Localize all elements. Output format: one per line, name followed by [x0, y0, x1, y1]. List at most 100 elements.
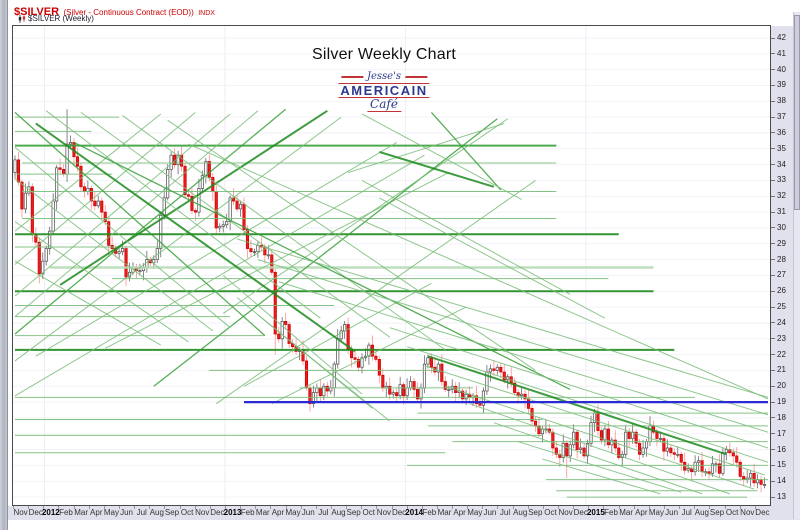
date-tick-label: Oct: [362, 508, 376, 517]
date-tick-label: Jul: [681, 508, 692, 517]
date-tick-label: Apr: [271, 508, 285, 517]
date-tick-mark: [648, 506, 650, 509]
logo-script-top-text: Jesse's: [366, 71, 401, 82]
date-tick-label: Apr: [635, 508, 648, 517]
price-tick-label: 41: [777, 48, 786, 58]
price-tick-mark: [771, 69, 775, 71]
price-tick-mark: [771, 354, 775, 356]
price-tick-label: 20: [777, 381, 786, 391]
price-tick-label: 38: [777, 96, 786, 106]
date-tick-label: Mar: [437, 508, 452, 517]
date-tick-mark: [618, 506, 620, 509]
price-tick-mark: [771, 37, 775, 39]
price-plot-canvas: [13, 26, 770, 505]
price-tick-label: 23: [777, 333, 786, 343]
price-tick-label: 35: [777, 143, 786, 153]
price-tick-label: 30: [777, 222, 786, 232]
date-tick-label: Dec: [755, 508, 770, 517]
price-tick-mark: [771, 496, 775, 498]
date-tick-mark: [224, 506, 226, 509]
date-tick-label: Jun: [665, 508, 679, 517]
chart-legend: $SILVER (Weekly): [18, 14, 94, 23]
ticker-description: (Silver - Continuous Contract (EOD)): [63, 8, 194, 17]
date-axis: Nov Dec 2012 Feb Mar Apr May Jun Jul Aug Sep Oct Nov…: [8, 506, 800, 520]
price-tick-mark: [771, 464, 775, 466]
price-tick-label: 33: [777, 175, 786, 185]
date-tick-mark: [754, 506, 756, 509]
date-tick-label: Dec: [391, 508, 407, 517]
date-tick-mark: [88, 506, 90, 509]
date-tick-label: Nov: [376, 508, 392, 517]
price-tick-mark: [771, 433, 775, 435]
date-tick-mark: [573, 506, 575, 509]
date-tick-label: Feb: [604, 508, 618, 517]
date-tick-label: Aug: [149, 508, 164, 517]
price-tick-label: 28: [777, 254, 786, 264]
price-tick-mark: [771, 290, 775, 292]
date-tick-mark: [118, 506, 120, 509]
price-tick-mark: [771, 243, 775, 245]
date-tick-mark: [709, 506, 711, 509]
logo-script-top: Jesse's: [338, 71, 429, 83]
date-tick-mark: [209, 506, 211, 509]
price-axis: 42 41 40 39 38 37 36 35 34 33 32 31 30 29 28 27 26 25 24 23…: [771, 26, 793, 506]
price-tick-label: 13: [777, 492, 786, 502]
date-tick-label: May: [103, 508, 119, 517]
price-tick-mark: [771, 53, 775, 55]
price-tick-label: 42: [777, 33, 786, 42]
date-tick-mark: [512, 506, 514, 509]
date-tick-mark: [391, 506, 393, 509]
date-tick-mark: [43, 506, 45, 509]
price-tick-label: 22: [777, 349, 786, 359]
date-tick-mark: [664, 506, 666, 509]
date-tick-mark: [194, 506, 196, 509]
logo: Jesse's AMERICAIN Café: [338, 71, 430, 112]
date-tick-label: Feb: [240, 508, 255, 517]
price-tick-label: 14: [777, 476, 786, 486]
date-tick-label: Sep: [528, 508, 543, 517]
date-tick-label: Sep: [346, 508, 361, 517]
logo-script-bottom-text: Café: [370, 97, 398, 112]
date-tick-mark: [497, 506, 499, 509]
date-tick-mark: [739, 506, 741, 509]
ticker-header: $SILVER (Silver - Continuous Contract (E…: [14, 2, 215, 20]
price-tick-label: 26: [777, 286, 786, 296]
date-tick-label: Mar: [255, 508, 270, 517]
date-tick-mark: [179, 506, 181, 509]
scrollbar-thumb[interactable]: [794, 15, 800, 210]
price-tick-label: 19: [777, 397, 786, 407]
date-tick-label: Aug: [694, 508, 709, 517]
date-tick-mark: [558, 506, 560, 509]
price-tick-mark: [771, 274, 775, 276]
price-tick-mark: [771, 164, 775, 166]
price-tick-mark: [771, 148, 775, 150]
date-tick-mark: [73, 506, 75, 509]
date-tick-label: Jun: [483, 508, 497, 517]
price-tick-mark: [771, 195, 775, 197]
date-tick-label: Aug: [513, 508, 528, 517]
date-tick-mark: [270, 506, 272, 509]
date-tick-mark: [164, 506, 166, 509]
date-tick-label: Mar: [619, 508, 634, 517]
window-left-edge: [0, 0, 8, 530]
date-tick-mark: [694, 506, 696, 509]
price-tick-mark: [771, 132, 775, 134]
price-tick-mark: [771, 100, 775, 102]
price-tick-label: 39: [777, 80, 786, 90]
date-tick-label: Apr: [90, 508, 103, 517]
price-tick-mark: [771, 179, 775, 181]
date-tick-label: Sep: [709, 508, 725, 517]
price-tick-mark: [771, 259, 775, 261]
vertical-scrollbar[interactable]: [793, 12, 800, 519]
date-tick-label: 2014: [405, 508, 424, 517]
date-tick-label: Dec: [28, 508, 43, 517]
date-tick-label: Dec: [210, 508, 225, 517]
date-tick-label: Jul: [318, 508, 329, 517]
price-tick-label: 24: [777, 317, 786, 327]
date-tick-mark: [13, 506, 14, 509]
date-tick-label: Oct: [725, 508, 739, 517]
logo-swash: [366, 110, 401, 112]
price-tick-mark: [771, 369, 775, 371]
date-tick-mark: [346, 506, 348, 509]
date-tick-label: Nov: [13, 508, 28, 517]
